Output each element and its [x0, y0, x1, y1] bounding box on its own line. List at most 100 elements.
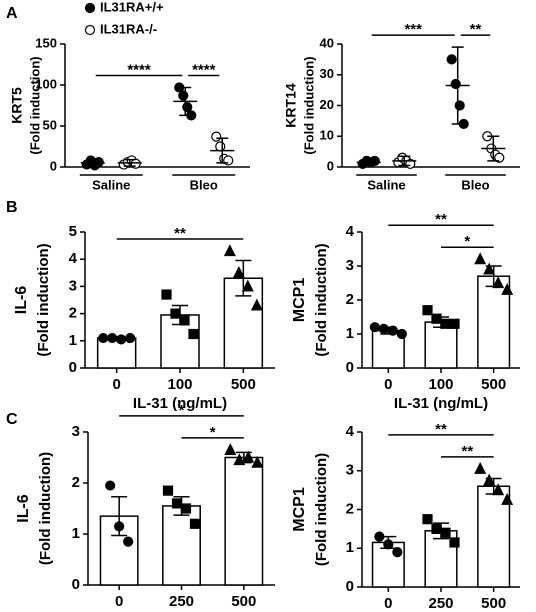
- y-tick-label: 4: [346, 423, 355, 440]
- point: [107, 332, 118, 344]
- point: [105, 480, 116, 491]
- y-tick-label: 1: [346, 325, 354, 342]
- point: [483, 262, 496, 275]
- point: [98, 332, 109, 344]
- y-axis-label: IL-6: [13, 286, 30, 315]
- error-bar: [451, 46, 464, 125]
- bar: [162, 505, 201, 586]
- point: [446, 54, 457, 65]
- point: [223, 244, 236, 257]
- point: [501, 492, 514, 505]
- y-tick-label: 0: [50, 158, 57, 173]
- point: [251, 455, 264, 468]
- point: [431, 313, 442, 324]
- y-tick-label: 4: [69, 250, 78, 267]
- legend-label: IL31RA-/-: [100, 21, 157, 36]
- x-tick-label: Bleo: [190, 177, 218, 192]
- error-bar: [487, 135, 500, 162]
- y-axis-label: MCP1: [291, 278, 308, 323]
- error-bar: [216, 137, 229, 164]
- y-tick-label: 10: [320, 128, 334, 143]
- significance-label: ****: [192, 61, 216, 78]
- y-tick-label: 2: [346, 291, 354, 308]
- y-tick-label: 5: [69, 223, 77, 240]
- significance-label: **: [461, 443, 473, 460]
- x-tick-label: Saline: [92, 177, 130, 192]
- y-axis-label: KRT5: [9, 87, 25, 124]
- x-tick-label: 0: [384, 595, 392, 612]
- point: [182, 102, 193, 113]
- y-axis-label: (Fold induction): [313, 243, 330, 356]
- point: [383, 539, 394, 550]
- point: [170, 308, 181, 319]
- y-axis-label: (Fold induction): [35, 243, 52, 356]
- error-bar: [86, 158, 99, 167]
- point: [387, 325, 398, 336]
- y-tick-label: 4: [346, 223, 355, 240]
- point: [250, 298, 263, 311]
- point: [392, 547, 403, 558]
- x-tick-label: 100: [167, 376, 192, 393]
- x-axis-label: IL-31 (ng/mL): [394, 395, 488, 412]
- significance-label: **: [470, 21, 482, 38]
- point: [449, 318, 460, 329]
- point: [449, 537, 460, 548]
- panel-label: B: [6, 199, 18, 216]
- point: [179, 315, 190, 326]
- point: [242, 450, 255, 463]
- error-bar: [179, 86, 192, 117]
- x-tick-label: 0: [112, 376, 120, 393]
- point: [378, 323, 389, 334]
- panel-label: A: [6, 5, 18, 22]
- y-tick-label: 0: [346, 578, 354, 595]
- point: [215, 141, 226, 152]
- point: [162, 485, 174, 496]
- y-tick-label: 3: [346, 462, 354, 479]
- point: [440, 318, 451, 329]
- point: [224, 443, 237, 455]
- x-tick-label: 500: [481, 595, 506, 612]
- point: [232, 265, 245, 278]
- point: [116, 334, 127, 345]
- y-tick-label: 2: [69, 305, 77, 322]
- point: [171, 498, 183, 509]
- error-bar: [398, 155, 411, 167]
- y-axis-label: (Fold induction): [301, 56, 316, 154]
- x-tick-label: 0: [384, 376, 392, 393]
- point: [474, 252, 487, 265]
- y-tick-label: 40: [320, 35, 334, 50]
- point: [241, 279, 254, 292]
- error-bar: [362, 160, 375, 165]
- x-tick-label: 0: [115, 593, 123, 610]
- x-tick-label: 250: [428, 595, 453, 612]
- point: [440, 527, 451, 538]
- y-tick-label: 100: [35, 76, 57, 91]
- y-axis-label: (Fold induction): [27, 56, 42, 154]
- point: [211, 131, 222, 142]
- point: [188, 328, 199, 340]
- x-axis-label: IL-31 (ng/mL): [133, 395, 227, 412]
- y-tick-label: 3: [346, 257, 354, 274]
- y-tick-label: 2: [346, 500, 354, 517]
- x-tick-label: 500: [231, 593, 256, 610]
- y-tick-label: 0: [327, 158, 334, 173]
- point: [422, 514, 433, 525]
- x-tick-label: 500: [481, 376, 506, 393]
- y-tick-label: 0: [69, 359, 77, 376]
- point: [374, 531, 385, 542]
- x-tick-label: Saline: [367, 177, 405, 192]
- significance-label: ****: [127, 61, 151, 78]
- y-axis-label: MCP1: [291, 487, 308, 532]
- y-axis-label: KRT14: [283, 83, 299, 128]
- y-tick-label: 50: [43, 117, 57, 132]
- point: [474, 461, 487, 474]
- point: [369, 322, 380, 333]
- y-tick-label: 1: [72, 525, 80, 542]
- point: [492, 276, 505, 289]
- y-axis-label: IL-6: [15, 494, 32, 523]
- point: [161, 289, 172, 300]
- error-bar: [123, 158, 136, 167]
- y-tick-label: 3: [69, 277, 77, 294]
- bar: [424, 321, 458, 369]
- point: [178, 90, 189, 101]
